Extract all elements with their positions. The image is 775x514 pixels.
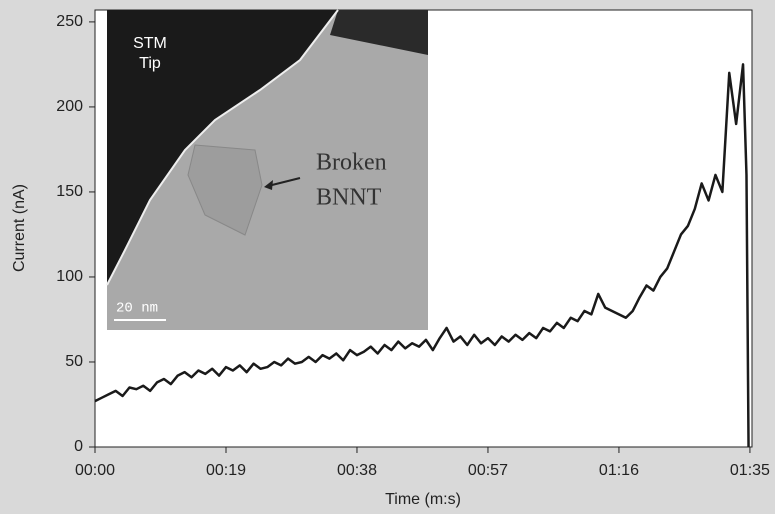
annotation: STM — [133, 35, 167, 52]
y-tick-label: 250 — [56, 13, 83, 30]
y-tick-label: 50 — [65, 353, 83, 370]
annotation: BNNT — [316, 185, 382, 211]
x-tick-label: 01:16 — [599, 462, 639, 479]
y-tick-label: 150 — [56, 183, 83, 200]
y-tick-label: 0 — [74, 438, 83, 455]
x-tick-label: 00:57 — [468, 462, 508, 479]
x-tick-label: 01:35 — [730, 462, 770, 479]
y-tick-label: 100 — [56, 268, 83, 285]
chart: STM Tip Broken BNNT 20 nm Time (m:s) Cur… — [0, 0, 775, 514]
x-tick-label: 00:38 — [337, 462, 377, 479]
x-tick-label: 00:00 — [75, 462, 115, 479]
inset-image: STM Tip Broken BNNT 20 nm — [107, 10, 428, 330]
x-tick-label: 00:19 — [206, 462, 246, 479]
y-axis-label: Current (nA) — [11, 184, 28, 272]
x-axis-label: Time (m:s) — [385, 491, 461, 508]
y-tick-label: 200 — [56, 98, 83, 115]
page: STM Tip Broken BNNT 20 nm Time (m:s) Cur… — [0, 0, 775, 514]
annotation: Broken — [316, 150, 387, 176]
annotation: Tip — [139, 55, 161, 72]
scale-label: 20 nm — [116, 301, 158, 317]
